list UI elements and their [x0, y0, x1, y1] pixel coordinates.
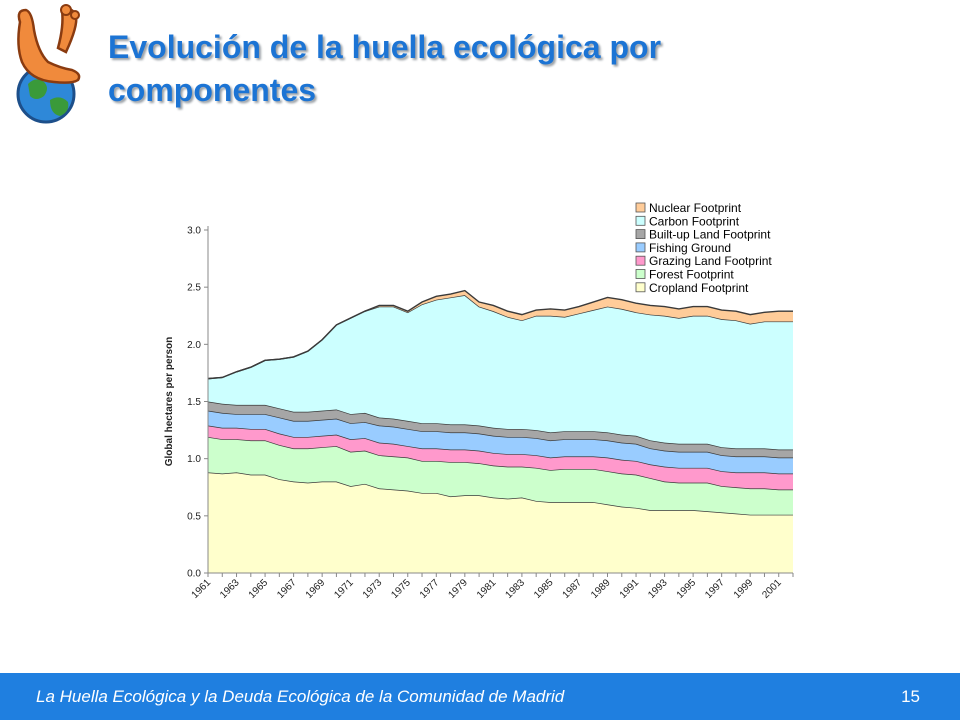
legend-swatch	[635, 215, 646, 226]
series-line-nuclear-footprint	[207, 289, 793, 380]
legend-label: Cropland Footprint	[649, 281, 749, 295]
title-line-1: Evolución de la huella ecológica por	[108, 29, 662, 65]
x-tick-label: 1981	[475, 577, 499, 601]
x-tick-label: 1999	[732, 577, 756, 601]
y-tick-label: 1.0	[187, 454, 201, 465]
x-tick-label: 1997	[703, 577, 727, 601]
x-tick-label: 1979	[446, 577, 470, 601]
x-tick-label: 1969	[304, 577, 328, 601]
slide-title: Evolución de la huella ecológica por com…	[108, 26, 868, 112]
y-axis-title: Global hectares per person	[164, 337, 175, 467]
y-tick-label: 3.0	[187, 226, 201, 237]
title-line-2: componentes	[108, 72, 317, 108]
x-tick-label: 1973	[361, 577, 385, 601]
legend-label: Grazing Land Footprint	[649, 254, 772, 268]
y-tick-label: 2.5	[187, 283, 201, 294]
legend-swatch	[635, 255, 646, 266]
legend-label: Built-up Land Footprint	[649, 228, 771, 242]
y-tick-label: 1.5	[187, 397, 201, 408]
area-fishing-ground	[208, 410, 793, 474]
x-tick-label: 1971	[332, 577, 356, 601]
x-tick-label: 1991	[618, 577, 642, 601]
footer-text: La Huella Ecológica y la Deuda Ecológica…	[36, 687, 565, 706]
legend-label: Fishing Ground	[649, 241, 731, 255]
x-tick-label: 1987	[561, 577, 585, 601]
legend-label: Nuclear Footprint	[649, 201, 742, 215]
legend-swatch	[635, 242, 646, 253]
legend-swatch	[635, 282, 646, 293]
page-number: 15	[901, 687, 920, 706]
legend-swatch	[635, 229, 646, 239]
x-tick-label: 1961	[190, 577, 214, 601]
x-tick-label: 1983	[504, 577, 528, 601]
area-carbon-footprint	[208, 295, 793, 450]
legend-label: Carbon Footprint	[649, 214, 740, 228]
x-tick-label: 1967	[275, 577, 299, 601]
legend-swatch	[635, 202, 646, 213]
x-tick-label: 2001	[760, 577, 784, 601]
y-tick-label: 0.5	[187, 511, 201, 522]
y-tick-label: 0.0	[187, 569, 201, 580]
x-tick-label: 1963	[218, 577, 242, 601]
x-tick-label: 1995	[675, 577, 699, 601]
legend-swatch	[635, 269, 646, 279]
area-forest-footprint	[208, 436, 793, 515]
area-cropland-footprint	[208, 472, 793, 573]
series-line-forest-footprint	[207, 436, 793, 491]
legend-label: Forest Footprint	[649, 268, 734, 282]
foot-globe-logo-icon	[16, 4, 81, 124]
x-tick-label: 1985	[532, 577, 556, 601]
x-tick-label: 1993	[646, 577, 670, 601]
x-tick-label: 1975	[389, 577, 413, 601]
area-nuclear-footprint	[208, 290, 793, 379]
area-built-up-land-footprint	[208, 401, 793, 458]
area-grazing-land-footprint	[208, 425, 793, 490]
x-tick-label: 1965	[247, 577, 271, 601]
y-tick-label: 2.0	[187, 340, 201, 351]
x-tick-label: 1977	[418, 577, 442, 601]
x-tick-label: 1989	[589, 577, 613, 601]
footer-bar: La Huella Ecológica y la Deuda Ecológica…	[0, 673, 960, 720]
ecological-footprint-area-chart: 0.0 0.5 1.0 1.5 2.0 2.5 3.0 1961 1963 1965 1967 196…	[164, 201, 794, 601]
